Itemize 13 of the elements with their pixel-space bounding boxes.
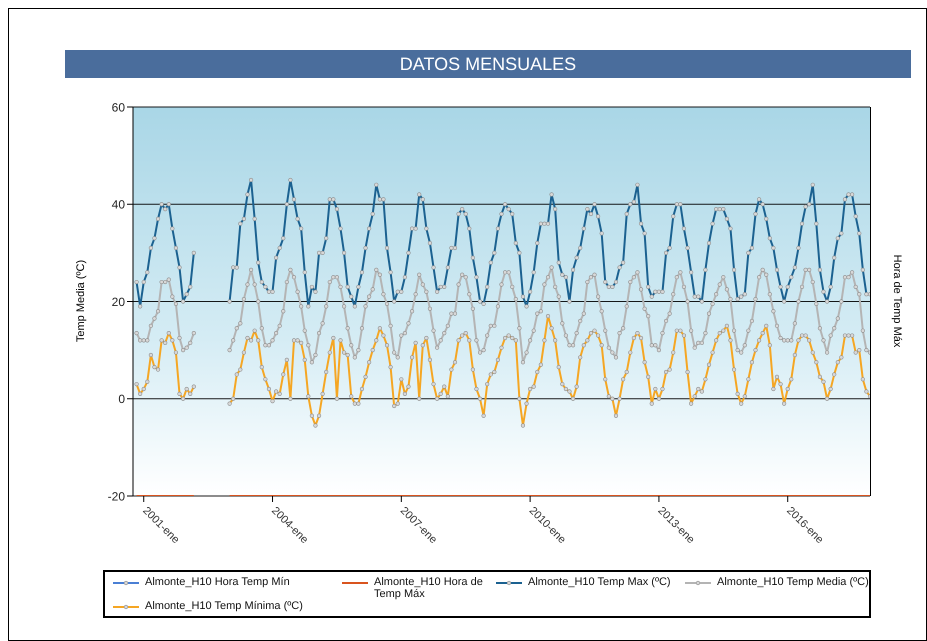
chart-title: DATOS MENSUALES bbox=[65, 50, 911, 78]
y2-axis-title: Hora de Temp Máx bbox=[891, 254, 903, 348]
legend-label: Almonte_H10 Temp Media (ºC) bbox=[717, 576, 869, 588]
legend-label: Almonte_H10 Temp Mínima (ºC) bbox=[145, 600, 303, 612]
y-tick-label: 20 bbox=[112, 294, 126, 309]
y-tick-label: 40 bbox=[112, 198, 126, 212]
legend-label: Almonte_H10 Temp Max (ºC) bbox=[528, 576, 671, 588]
y-tick-label: 60 bbox=[112, 100, 126, 114]
y-tick-label: -20 bbox=[108, 489, 126, 504]
y-axis-title: Temp Media (ºC) bbox=[75, 260, 87, 342]
legend-label: Almonte_H10 Hora de Temp Máx bbox=[374, 576, 484, 600]
legend-label: Almonte_H10 Hora Temp Mín bbox=[145, 576, 290, 588]
y-tick-label: 0 bbox=[118, 392, 126, 406]
